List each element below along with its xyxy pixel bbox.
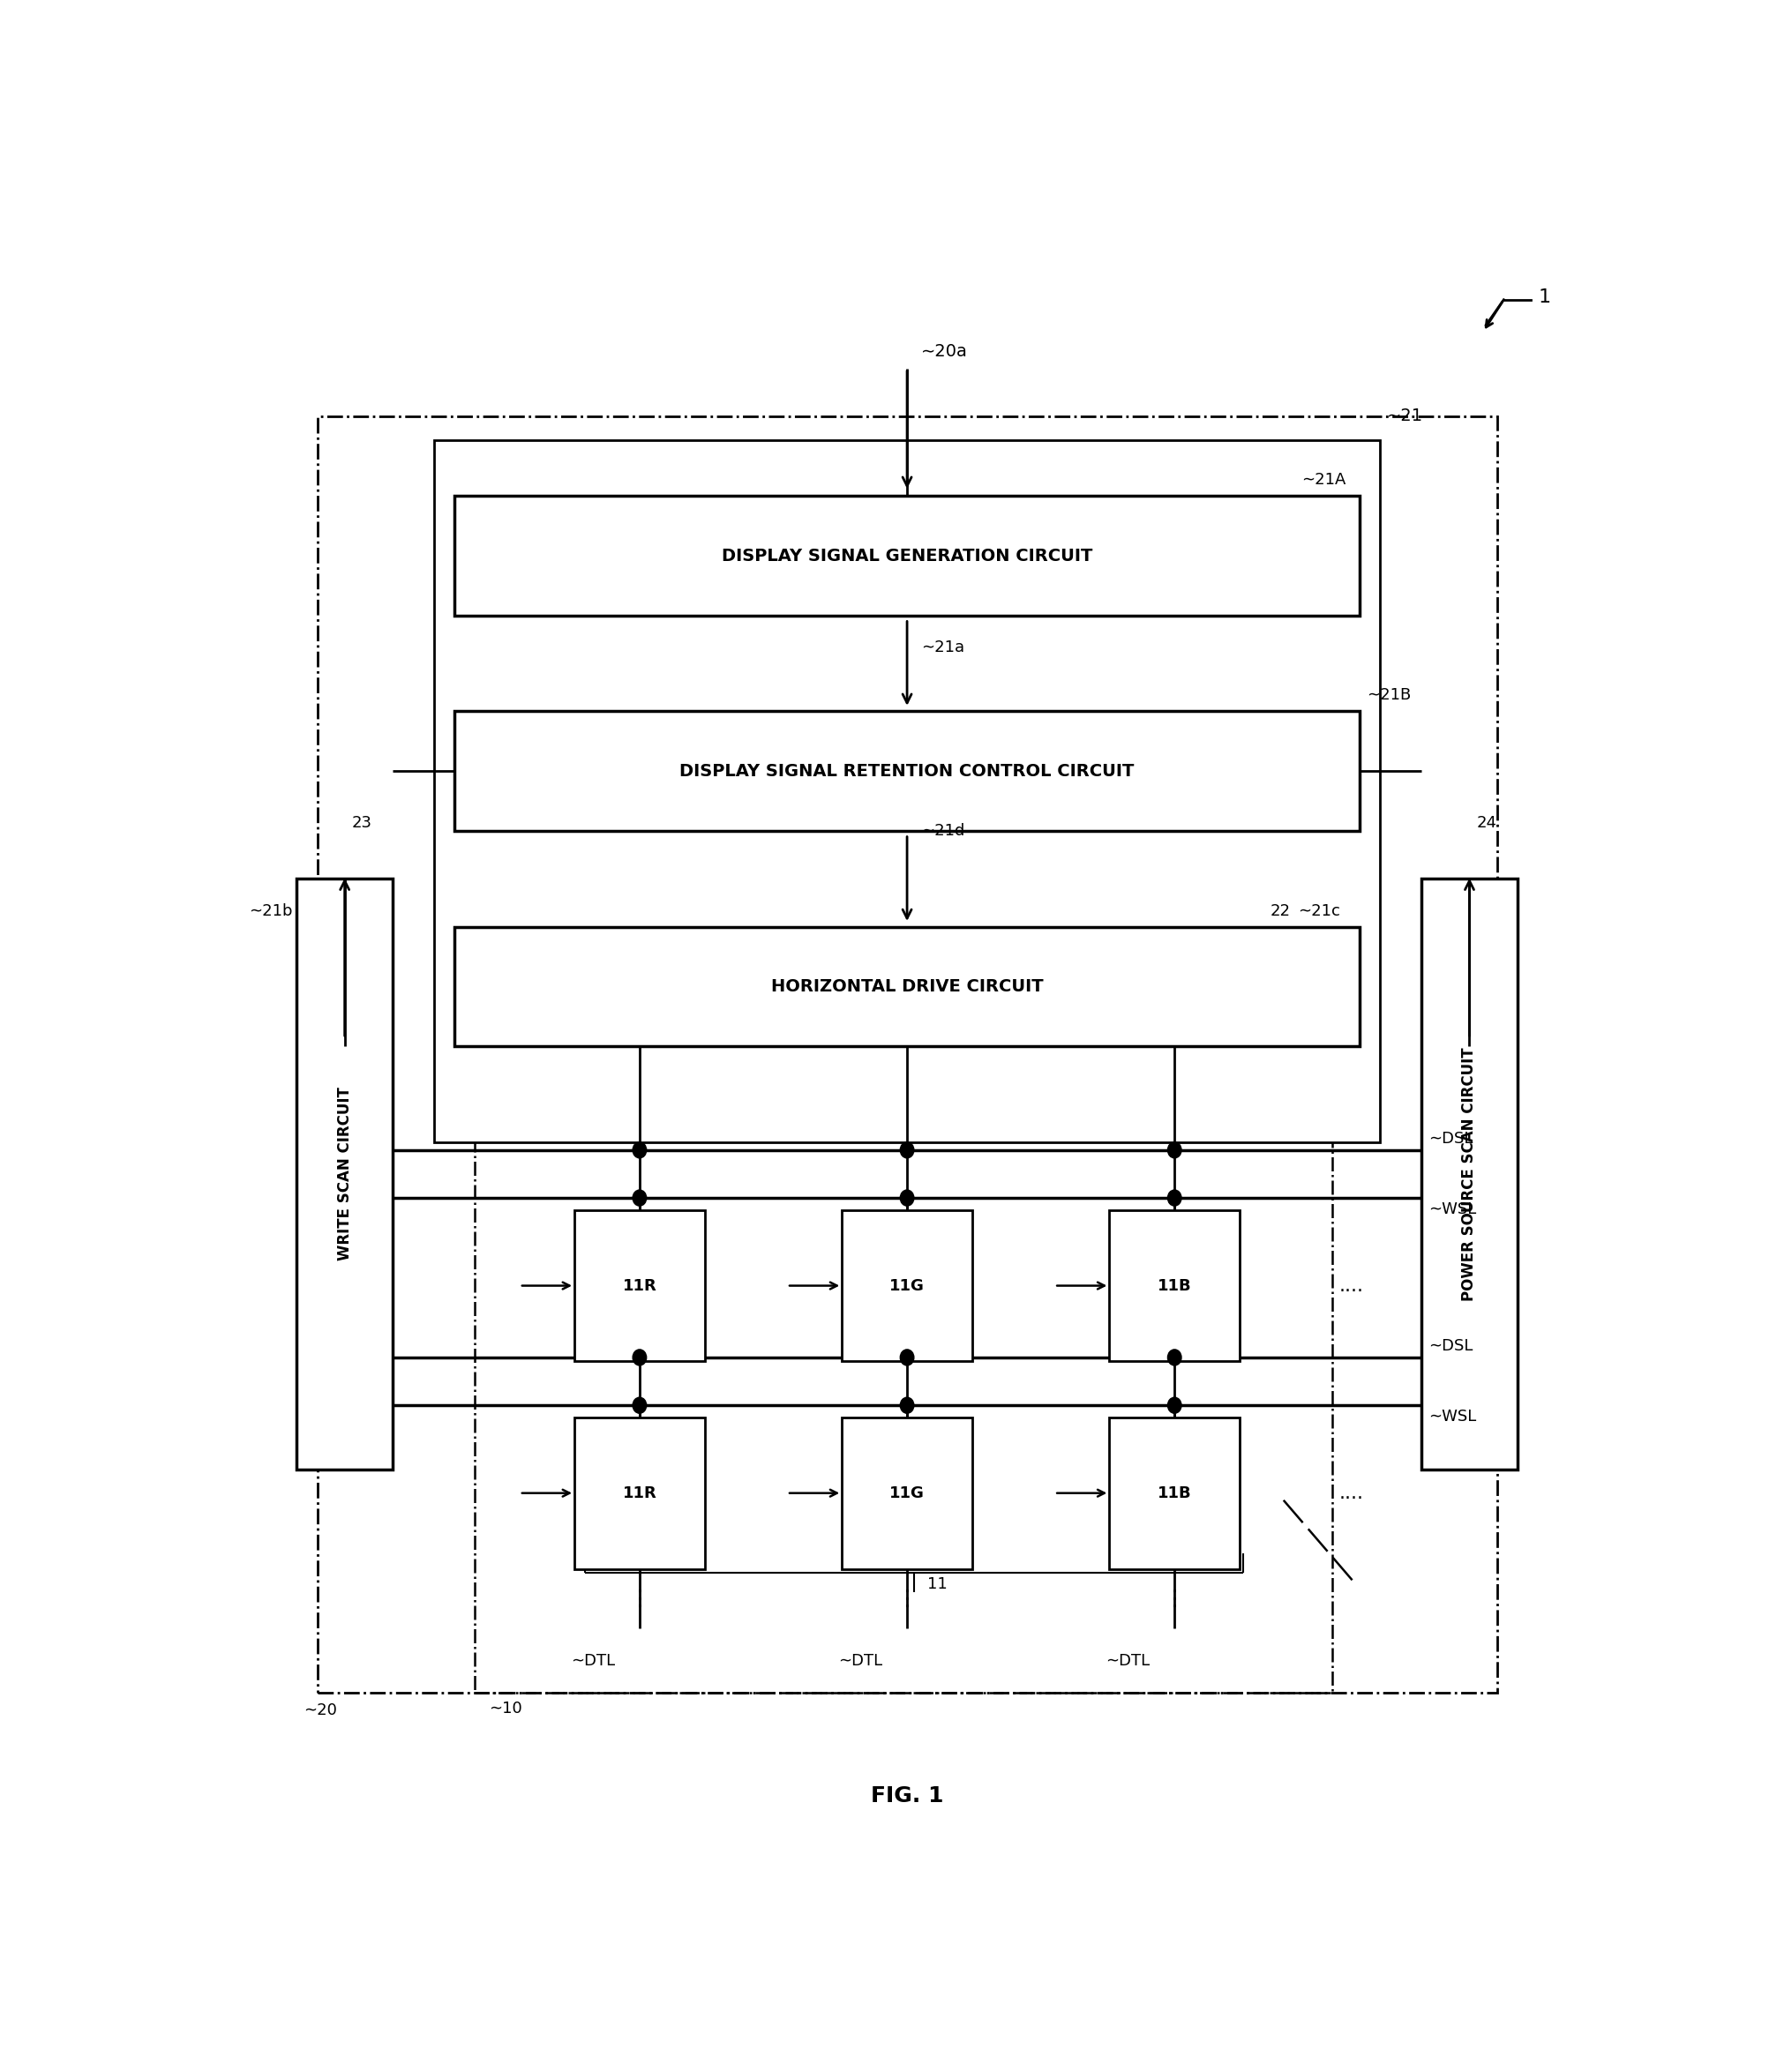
Text: 11R: 11R xyxy=(623,1486,656,1500)
Text: ∼20a: ∼20a xyxy=(920,344,968,361)
Text: ∼WSL: ∼WSL xyxy=(1428,1202,1475,1216)
Text: ⋮: ⋮ xyxy=(895,1589,918,1610)
Text: ∼WSL: ∼WSL xyxy=(1428,1409,1475,1423)
Text: 24: 24 xyxy=(1475,814,1497,831)
Text: ∼21a: ∼21a xyxy=(920,640,964,655)
Text: 11G: 11G xyxy=(890,1278,923,1293)
Text: ∼21: ∼21 xyxy=(1387,408,1422,425)
Circle shape xyxy=(900,1142,913,1158)
Bar xyxy=(317,416,1497,1693)
Bar xyxy=(474,847,1332,1693)
Text: ∼21d: ∼21d xyxy=(920,823,964,839)
Text: ∼DSL: ∼DSL xyxy=(1428,1131,1472,1148)
Bar xyxy=(297,879,393,1469)
Bar xyxy=(842,1417,971,1569)
Text: ⋮: ⋮ xyxy=(1162,1589,1185,1610)
Text: ∼DTL: ∼DTL xyxy=(1106,1653,1150,1668)
Text: ⋮: ⋮ xyxy=(628,1589,651,1610)
Text: ....: .... xyxy=(1339,1484,1364,1502)
Text: ∼10: ∼10 xyxy=(488,1701,522,1716)
Text: ∼DTL: ∼DTL xyxy=(571,1653,616,1668)
Text: FIG. 1: FIG. 1 xyxy=(870,1786,943,1807)
Text: ....: .... xyxy=(1339,1276,1364,1295)
Text: ∼21c: ∼21c xyxy=(1297,903,1339,918)
Bar xyxy=(433,439,1380,1142)
Circle shape xyxy=(900,1189,913,1206)
Text: HORIZONTAL DRIVE CIRCUIT: HORIZONTAL DRIVE CIRCUIT xyxy=(771,978,1042,995)
Bar xyxy=(842,1210,971,1361)
Circle shape xyxy=(1168,1349,1182,1365)
Text: 11G: 11G xyxy=(890,1486,923,1500)
Text: 22: 22 xyxy=(1270,903,1290,918)
Circle shape xyxy=(1168,1142,1182,1158)
Text: 11: 11 xyxy=(927,1577,946,1591)
Text: ∼21A: ∼21A xyxy=(1300,472,1346,487)
Circle shape xyxy=(633,1349,646,1365)
Text: ∼DTL: ∼DTL xyxy=(839,1653,883,1668)
Bar xyxy=(455,495,1359,615)
Text: DISPLAY SIGNAL RETENTION CONTROL CIRCUIT: DISPLAY SIGNAL RETENTION CONTROL CIRCUIT xyxy=(679,762,1134,779)
Bar xyxy=(1109,1210,1238,1361)
Bar xyxy=(455,926,1359,1046)
Text: 11B: 11B xyxy=(1157,1278,1191,1293)
Text: ∼21B: ∼21B xyxy=(1366,688,1410,702)
Text: 11R: 11R xyxy=(623,1278,656,1293)
Text: DISPLAY SIGNAL GENERATION CIRCUIT: DISPLAY SIGNAL GENERATION CIRCUIT xyxy=(722,547,1091,564)
Circle shape xyxy=(900,1349,913,1365)
Text: ∼20: ∼20 xyxy=(304,1701,336,1718)
Text: 23: 23 xyxy=(352,814,371,831)
Circle shape xyxy=(633,1189,646,1206)
Bar xyxy=(575,1417,704,1569)
Circle shape xyxy=(633,1142,646,1158)
Text: POWER SOURCE SCAN CIRCUIT: POWER SOURCE SCAN CIRCUIT xyxy=(1461,1046,1477,1301)
Text: 1: 1 xyxy=(1537,288,1550,307)
Bar xyxy=(575,1210,704,1361)
Bar xyxy=(455,711,1359,831)
Circle shape xyxy=(633,1397,646,1413)
Circle shape xyxy=(900,1397,913,1413)
Circle shape xyxy=(1168,1189,1182,1206)
Circle shape xyxy=(1168,1397,1182,1413)
Text: ∼21b: ∼21b xyxy=(249,903,292,918)
Bar xyxy=(1109,1417,1238,1569)
Text: WRITE SCAN CIRCUIT: WRITE SCAN CIRCUIT xyxy=(336,1088,352,1262)
Text: ∼DSL: ∼DSL xyxy=(1428,1339,1472,1355)
Bar xyxy=(1421,879,1516,1469)
Text: 11B: 11B xyxy=(1157,1486,1191,1500)
